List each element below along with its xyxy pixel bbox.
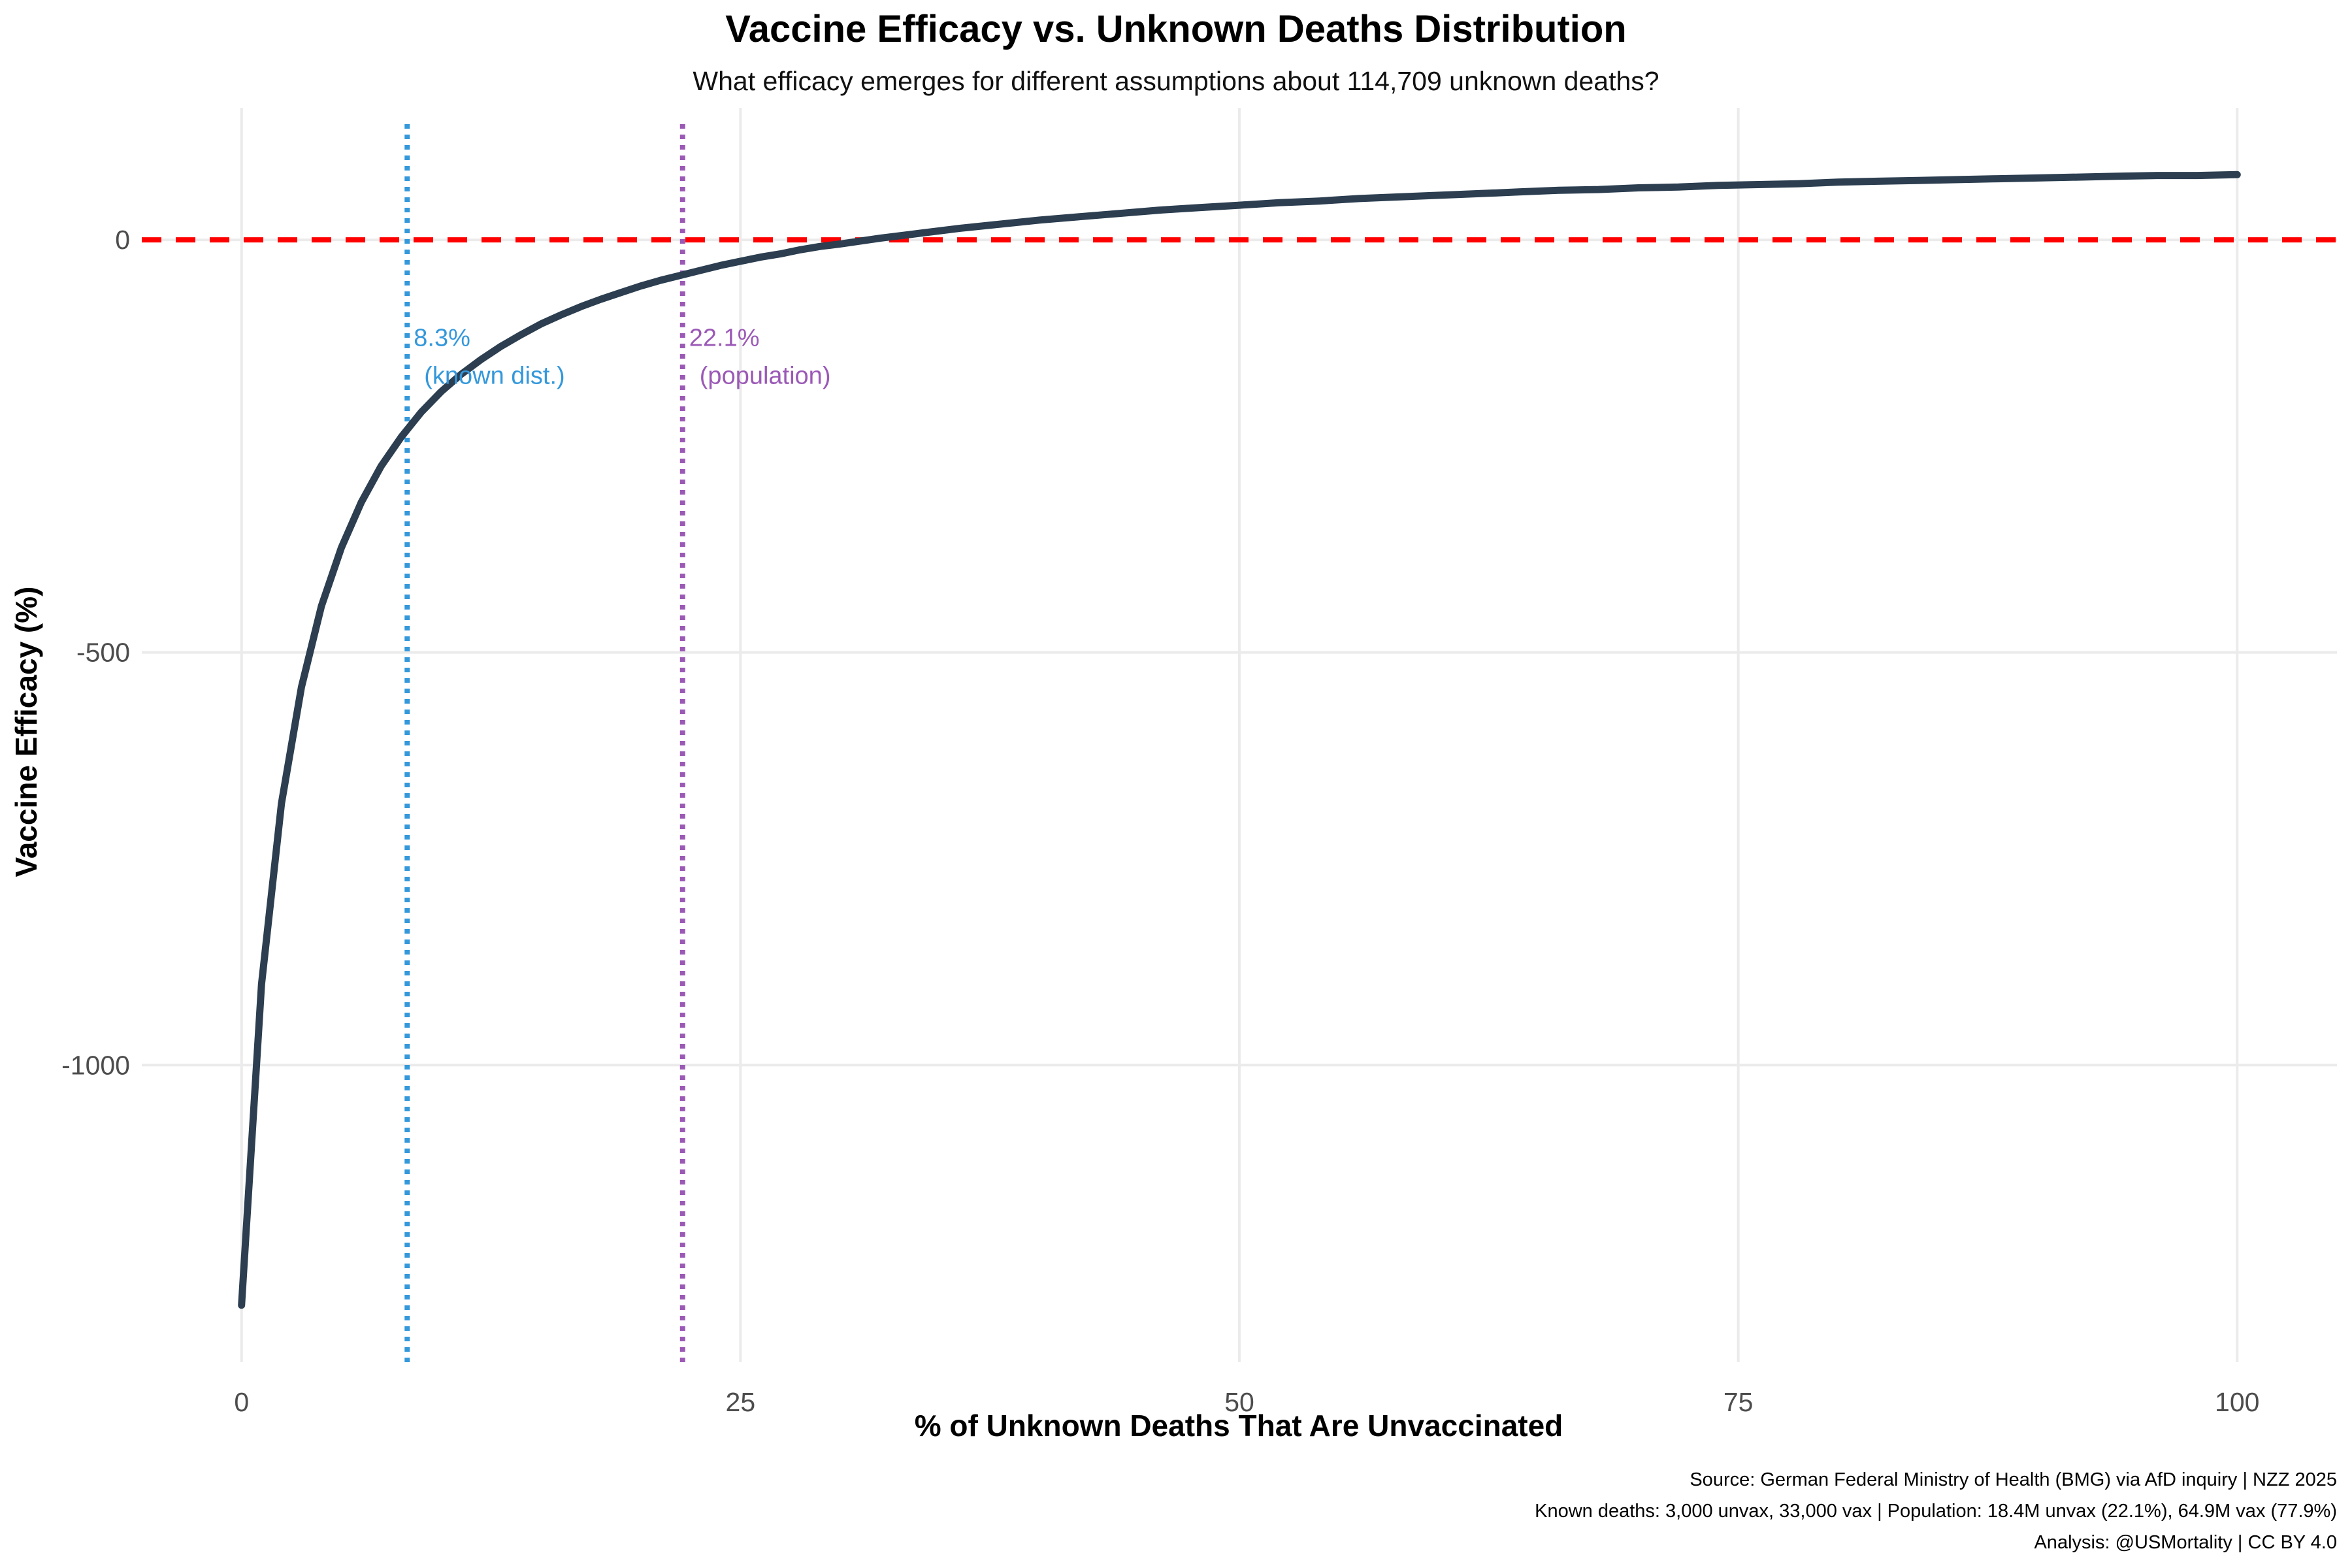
caption-line: Source: German Federal Ministry of Healt… <box>1690 1469 2337 1490</box>
y-tick-label: -1000 <box>61 1050 130 1080</box>
reference-label: 22.1% <box>689 324 760 351</box>
caption-line: Known deaths: 3,000 unvax, 33,000 vax | … <box>1535 1501 2337 1522</box>
caption-line: Analysis: @USMortality | CC BY 4.0 <box>2034 1532 2337 1553</box>
x-tick-label: 50 <box>1224 1387 1254 1417</box>
series <box>238 171 2241 1309</box>
tick-labels: 0 25 50 75 100 0 -500 -1000 <box>61 225 2259 1417</box>
reference-label: 8.3% <box>414 324 470 351</box>
y-tick-label: -500 <box>76 638 130 668</box>
reference-label: (population) <box>700 362 831 389</box>
reference-lines <box>142 124 2337 1362</box>
chart-subtitle: What efficacy emerges for different assu… <box>693 66 1659 96</box>
y-tick-label: 0 <box>115 225 130 255</box>
x-tick-label: 75 <box>1723 1387 1754 1417</box>
x-axis-title: % of Unknown Deaths That Are Unvaccinate… <box>915 1409 1563 1443</box>
series-line <box>238 171 2241 1309</box>
y-axis-title: Vaccine Efficacy (%) <box>9 587 43 877</box>
reference-labels: 8.3% (known dist.) 22.1% (population) <box>414 324 830 389</box>
caption: Source: German Federal Ministry of Healt… <box>1535 1469 2337 1553</box>
x-tick-label: 25 <box>726 1387 756 1417</box>
x-tick-label: 100 <box>2215 1387 2259 1417</box>
x-tick-label: 0 <box>234 1387 249 1417</box>
grid <box>142 108 2337 1362</box>
reference-label: (known dist.) <box>424 362 564 389</box>
chart-title: Vaccine Efficacy vs. Unknown Deaths Dist… <box>725 8 1626 50</box>
